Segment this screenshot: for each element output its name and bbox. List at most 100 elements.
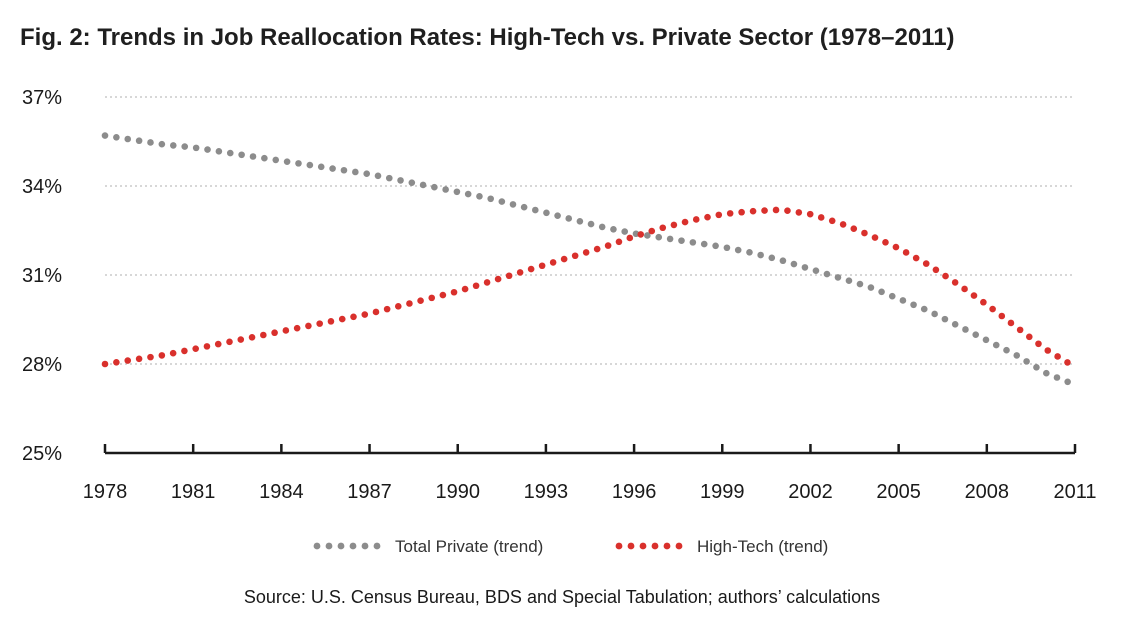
series-1-dot: [101, 360, 109, 368]
series-1-dot: [1054, 353, 1061, 360]
series-1-dot: [538, 262, 546, 270]
y-tick-label: 37%: [22, 87, 62, 109]
series-1-dot: [1026, 333, 1033, 341]
series-1-dot: [571, 252, 579, 260]
series-0-dot: [962, 326, 969, 333]
series-1-dot: [582, 249, 590, 256]
series-layer: [101, 132, 1071, 386]
series-0-dot: [374, 172, 382, 180]
series-1-dot: [1035, 340, 1042, 348]
legend-swatch-dot: [651, 542, 659, 550]
series-1-dot: [248, 333, 256, 341]
series-0-dot: [431, 183, 438, 191]
series-1-dot: [749, 207, 757, 215]
series-0-dot: [192, 144, 200, 152]
series-0-dot: [113, 133, 120, 141]
series-1-dot: [169, 349, 177, 357]
x-tick-label: 2011: [1053, 481, 1096, 503]
series-0-dot: [385, 174, 393, 182]
series-1-dot: [882, 239, 889, 246]
series-0-dot: [610, 225, 617, 233]
series-1-dot: [549, 259, 557, 266]
series-0-dot: [823, 270, 831, 278]
legend: Total Private (trend) High-Tech (trend): [313, 537, 828, 556]
series-0-dot: [734, 246, 742, 254]
series-0-dot: [306, 161, 314, 169]
series-0-dot: [352, 168, 359, 176]
series-0-dot: [397, 177, 404, 184]
series-0: [101, 132, 1071, 386]
series-0-dot: [476, 193, 483, 200]
series-0-dot: [1064, 378, 1071, 386]
series-1-dot: [784, 207, 791, 215]
legend-item-1: High-Tech (trend): [615, 537, 828, 556]
series-0-dot: [941, 315, 949, 323]
series-1-dot: [922, 260, 930, 267]
series-1-dot: [989, 305, 996, 313]
series-0-dot: [340, 166, 348, 174]
series-1-dot: [494, 275, 502, 283]
series-0-dot: [295, 160, 302, 167]
series-1-dot: [461, 285, 469, 293]
series-0-dot: [878, 288, 885, 296]
series-1-dot: [970, 292, 978, 299]
series-0-dot: [834, 274, 842, 281]
series-1-dot: [271, 329, 278, 337]
series-1-dot: [1064, 359, 1071, 366]
series-1-dot: [293, 324, 301, 332]
series-1-dot: [394, 303, 402, 310]
series-0-dot: [238, 151, 245, 159]
series-0-dot: [790, 260, 798, 268]
series-0-dot: [272, 156, 280, 164]
series-0-dot: [487, 195, 494, 203]
series-1-dot: [738, 208, 745, 216]
series-1-dot: [305, 322, 312, 330]
series-1-dot: [124, 357, 132, 364]
series-0-dot: [712, 242, 719, 250]
series-1-dot: [942, 272, 949, 280]
series-0-dot: [757, 251, 764, 259]
legend-swatch-dot: [663, 542, 671, 550]
series-0-dot: [169, 142, 177, 149]
series-0-dot: [181, 143, 189, 150]
series-0-dot: [678, 237, 685, 244]
series-1-dot: [761, 207, 768, 214]
legend-swatch-dot: [373, 542, 381, 550]
series-0-dot: [215, 148, 223, 155]
series-1-dot: [472, 282, 480, 290]
series-1-dot: [316, 320, 323, 327]
series-1-dot: [181, 347, 188, 355]
series-1-dot: [406, 300, 413, 307]
series-0-dot: [158, 140, 166, 148]
series-0-dot: [587, 220, 595, 228]
y-tick-label: 31%: [22, 265, 62, 287]
series-1-dot: [659, 224, 667, 232]
series-0-dot: [768, 254, 776, 262]
x-tick-label: 2005: [876, 481, 921, 503]
series-1-dot: [372, 308, 380, 316]
series-1-dot: [980, 298, 987, 306]
series-1-dot: [615, 238, 623, 246]
series-0-dot: [655, 233, 663, 241]
series-1-dot: [681, 218, 689, 226]
series-0-dot: [931, 310, 938, 318]
series-0-dot: [147, 139, 154, 146]
series-0-dot: [498, 198, 506, 205]
series-1-dot: [327, 318, 335, 325]
series-0-dot: [565, 215, 573, 222]
series-0-dot: [723, 244, 731, 252]
series-0-dot: [419, 181, 427, 189]
series-0-dot: [801, 264, 809, 271]
series-0-dot: [856, 280, 864, 288]
x-tick-label: 1999: [700, 481, 745, 503]
y-axis-labels: 25% 28% 31% 34% 37%: [22, 87, 62, 465]
series-1-dot: [604, 242, 612, 249]
x-tick-label: 1978: [83, 481, 128, 503]
legend-label: High-Tech (trend): [697, 537, 828, 556]
series-1-dot: [902, 249, 910, 256]
series-0-dot: [1033, 364, 1040, 371]
series-0-dot: [520, 203, 528, 211]
series-0-dot: [910, 301, 917, 309]
series-0-dot: [135, 137, 143, 145]
